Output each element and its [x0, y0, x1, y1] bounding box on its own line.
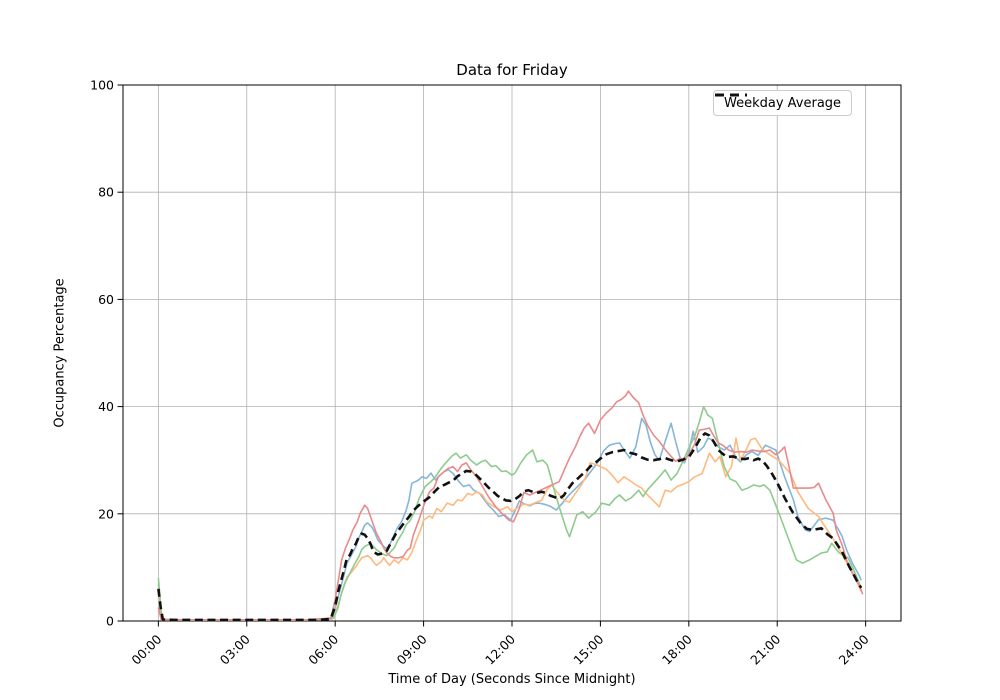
y-tick-label: 40 — [98, 399, 114, 414]
x-tick-label: 03:00 — [217, 631, 253, 667]
x-tick-label: 09:00 — [394, 631, 430, 667]
grid-lines — [123, 84, 901, 622]
chart-title: Data for Friday — [456, 61, 568, 79]
y-tick-label: 20 — [98, 506, 114, 521]
legend-label: Weekday Average — [724, 95, 842, 111]
x-axis-label: Time of Day (Seconds Since Midnight) — [388, 672, 636, 687]
x-tick-label: 12:00 — [482, 631, 518, 667]
x-tick-label: 21:00 — [747, 631, 783, 667]
x-tick-label: 15:00 — [570, 631, 606, 667]
dashed-line-icon — [715, 93, 747, 97]
line-series-3 — [157, 405, 862, 621]
x-tick-label: 06:00 — [305, 631, 341, 667]
tick-labels: 00:00 03:00 06:00 09:00 12:00 15:00 18:00 21:00… — [90, 78, 872, 668]
y-tick-label: 0 — [106, 614, 114, 629]
x-tick-label: 00:00 — [128, 631, 164, 667]
y-axis-label: Occupancy Percentage — [52, 278, 68, 428]
x-tick-label: 24:00 — [836, 631, 872, 667]
y-tick-label: 60 — [98, 292, 114, 307]
tick-marks — [117, 84, 867, 627]
line-series-2 — [157, 437, 862, 621]
legend: Weekday Average — [713, 90, 853, 116]
y-tick-label: 100 — [90, 78, 114, 93]
line-series-1 — [157, 417, 862, 621]
x-tick-label: 18:00 — [659, 631, 695, 667]
line-weekday-average — [157, 432, 863, 622]
line-series-4 — [157, 390, 864, 621]
y-tick-label: 80 — [98, 185, 114, 200]
